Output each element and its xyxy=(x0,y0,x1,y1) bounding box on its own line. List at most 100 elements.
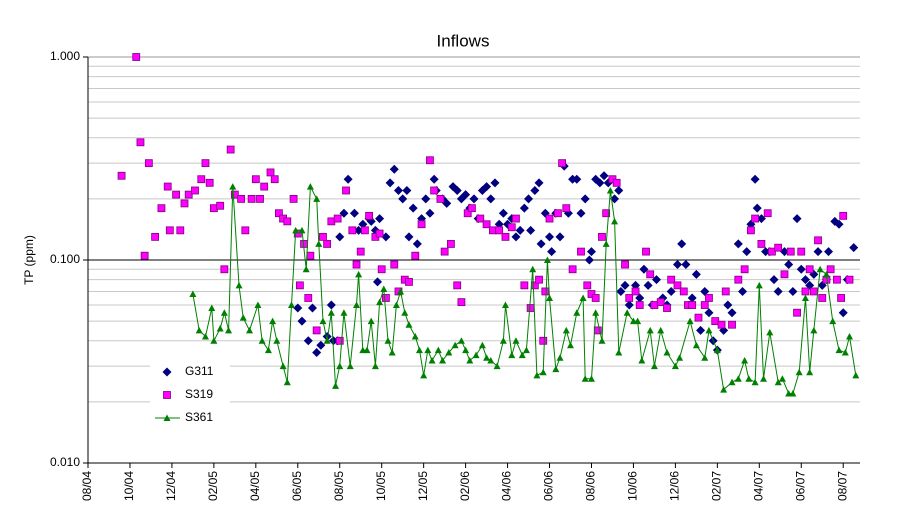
square-marker xyxy=(679,287,688,296)
square-marker xyxy=(539,336,548,345)
square-marker xyxy=(562,204,571,213)
y-tick-label: 1.000 xyxy=(50,49,80,63)
diamond-marker xyxy=(616,286,626,296)
triangle-marker xyxy=(512,337,520,344)
square-marker xyxy=(688,301,697,309)
triangle-marker xyxy=(841,349,849,356)
diamond-marker xyxy=(389,164,399,174)
diamond-marker xyxy=(303,336,313,346)
square-marker xyxy=(205,178,214,187)
triangle-marker xyxy=(713,346,721,354)
diamond-marker xyxy=(727,308,737,318)
diamond-marker xyxy=(297,316,307,326)
square-marker xyxy=(740,265,749,274)
square-marker xyxy=(700,301,709,309)
square-marker xyxy=(304,294,313,302)
diamond-marker xyxy=(452,185,462,195)
diamond-marker xyxy=(681,260,691,270)
triangle-marker xyxy=(457,337,465,344)
triangle-marker xyxy=(766,328,774,336)
triangle-marker xyxy=(638,356,646,364)
triangle-marker xyxy=(269,317,277,325)
square-marker xyxy=(289,194,298,203)
diamond-marker xyxy=(750,174,760,184)
square-marker xyxy=(375,229,384,238)
diamond-marker xyxy=(834,219,844,229)
triangle-marker xyxy=(420,371,428,379)
triangle-marker xyxy=(439,356,447,364)
triangle-marker xyxy=(225,326,233,334)
x-tick-label: 10/06 xyxy=(626,471,640,501)
diamond-marker xyxy=(503,219,513,229)
y-tick-label: 0.100 xyxy=(50,252,80,266)
diamond-marker xyxy=(773,286,783,296)
triangle-marker xyxy=(327,309,335,316)
triangle-marker xyxy=(701,354,709,361)
square-marker xyxy=(335,336,344,345)
square-marker xyxy=(667,275,676,284)
diamond-marker xyxy=(586,247,596,257)
triangle-marker xyxy=(424,346,432,354)
triangle-marker xyxy=(208,304,216,312)
diamond-marker xyxy=(326,300,336,310)
diamond-marker xyxy=(576,208,586,218)
diamond-marker xyxy=(788,286,798,296)
triangle-marker xyxy=(210,337,218,344)
x-tick-label: 08/05 xyxy=(332,471,346,501)
legend-label: S319 xyxy=(185,387,213,401)
x-tick-label: 08/04 xyxy=(80,471,94,501)
triangle-marker xyxy=(371,362,379,370)
square-marker xyxy=(226,145,235,154)
diamond-marker xyxy=(696,325,706,335)
triangle-marker xyxy=(319,317,327,325)
diamond-marker xyxy=(398,194,408,204)
triangle-marker xyxy=(239,314,247,321)
square-marker xyxy=(728,320,736,329)
square-marker xyxy=(694,313,703,322)
square-marker xyxy=(306,251,315,260)
diamond-marker xyxy=(769,275,779,285)
square-marker xyxy=(405,278,413,286)
triangle-marker xyxy=(283,378,291,386)
triangle-marker xyxy=(810,326,818,334)
diamond-marker xyxy=(595,178,605,188)
triangle-marker xyxy=(760,375,767,382)
square-marker xyxy=(558,159,567,168)
triangle-marker xyxy=(483,354,491,361)
square-marker xyxy=(839,211,848,220)
triangle-marker xyxy=(567,341,574,349)
triangle-marker xyxy=(388,349,396,356)
triangle-marker xyxy=(615,349,623,356)
diamond-marker xyxy=(524,194,534,204)
triangle-marker xyxy=(405,321,413,328)
triangle-marker xyxy=(292,226,300,234)
diamond-marker xyxy=(796,264,806,274)
square-marker xyxy=(361,226,369,235)
diamond-marker xyxy=(838,308,848,318)
square-marker xyxy=(230,190,239,199)
triangle-marker xyxy=(801,294,809,301)
square-marker xyxy=(495,226,504,235)
triangle-marker xyxy=(298,226,306,234)
triangle-marker xyxy=(543,256,551,263)
triangle-marker xyxy=(846,332,854,340)
triangle-marker xyxy=(720,386,728,393)
diamond-marker xyxy=(312,348,322,358)
square-marker xyxy=(642,247,650,256)
square-marker xyxy=(721,287,730,296)
triangle-marker xyxy=(246,326,254,334)
triangle-marker xyxy=(745,375,753,382)
square-marker xyxy=(191,186,199,195)
x-tick-label: 10/05 xyxy=(374,471,388,501)
square-marker xyxy=(447,240,455,248)
triangle-marker xyxy=(634,317,642,325)
square-marker xyxy=(136,138,145,147)
triangle-marker xyxy=(789,389,797,397)
x-tick-label: 02/07 xyxy=(710,471,724,501)
triangle-marker xyxy=(346,362,354,370)
diamond-marker xyxy=(482,182,492,192)
diamond-marker xyxy=(572,174,582,184)
square-marker xyxy=(751,214,760,223)
